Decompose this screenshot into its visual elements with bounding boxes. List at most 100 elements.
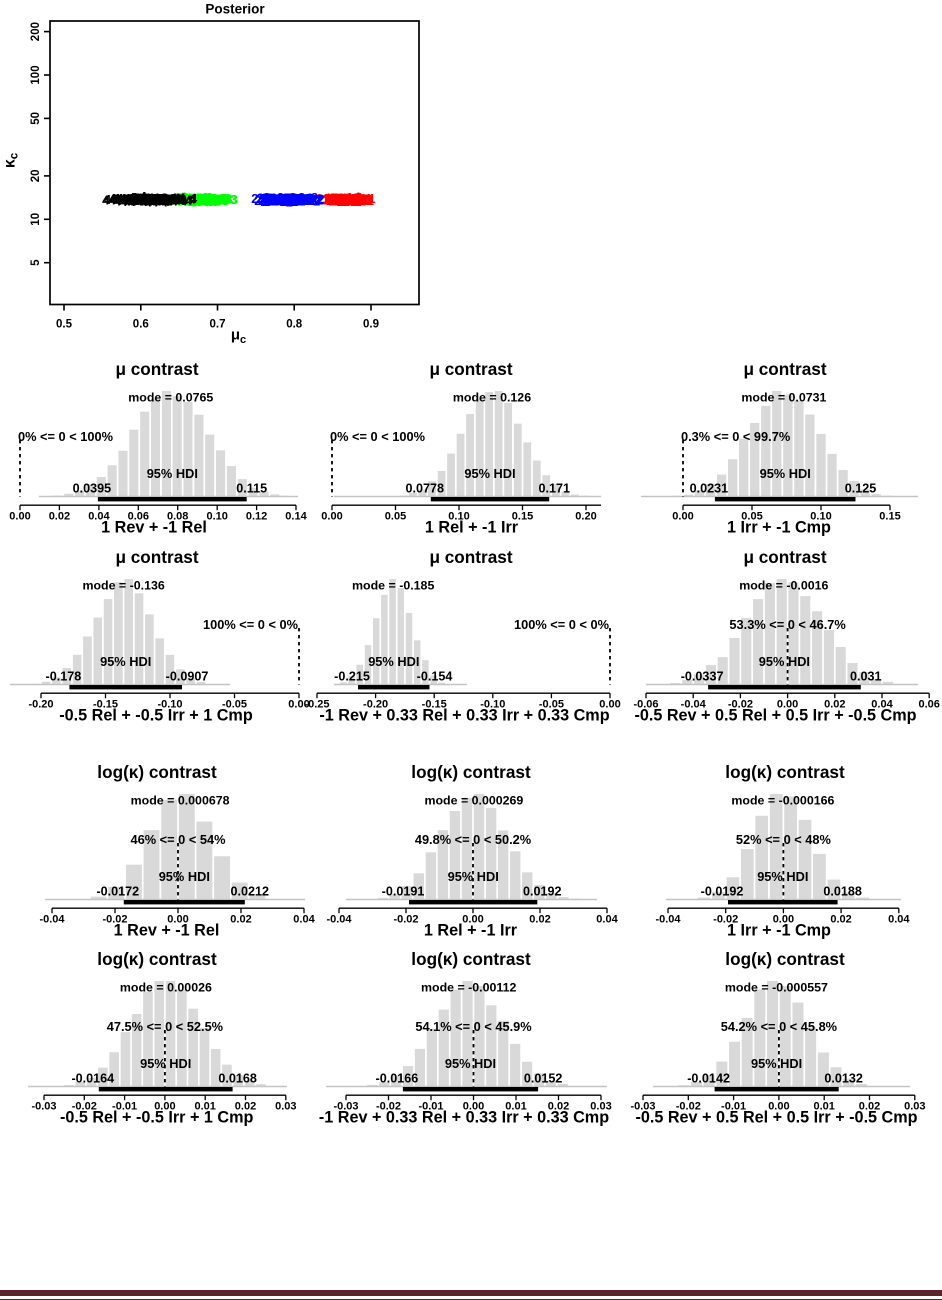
svg-text:3: 3 xyxy=(212,194,219,209)
svg-text:3: 3 xyxy=(190,192,197,207)
svg-text:1: 1 xyxy=(345,192,352,207)
svg-text:4: 4 xyxy=(123,193,131,208)
svg-text:1: 1 xyxy=(337,193,344,208)
svg-text:2: 2 xyxy=(270,191,277,206)
svg-text:3: 3 xyxy=(205,191,212,206)
svg-text:3: 3 xyxy=(191,191,198,206)
svg-text:1: 1 xyxy=(342,193,349,208)
svg-text:2: 2 xyxy=(292,192,299,207)
svg-text:4: 4 xyxy=(119,192,127,207)
svg-text:2: 2 xyxy=(306,192,313,207)
svg-text:2: 2 xyxy=(275,192,282,207)
svg-text:3: 3 xyxy=(203,192,210,207)
svg-text:1: 1 xyxy=(344,193,351,208)
svg-text:4: 4 xyxy=(137,192,145,207)
svg-text:3: 3 xyxy=(195,191,202,206)
svg-text:2: 2 xyxy=(263,192,270,207)
svg-text:3: 3 xyxy=(223,192,230,207)
svg-text:4: 4 xyxy=(152,193,160,208)
svg-text:3: 3 xyxy=(199,193,206,208)
svg-text:4: 4 xyxy=(132,191,140,206)
svg-text:2: 2 xyxy=(275,192,282,207)
svg-text:3: 3 xyxy=(211,192,218,207)
svg-text:1: 1 xyxy=(355,193,362,208)
svg-text:1: 1 xyxy=(340,191,347,206)
svg-text:1: 1 xyxy=(331,192,338,207)
svg-text:4: 4 xyxy=(149,191,157,206)
svg-text:2: 2 xyxy=(290,193,297,208)
svg-text:1: 1 xyxy=(332,192,339,207)
svg-text:4: 4 xyxy=(146,193,154,208)
svg-text:4: 4 xyxy=(140,191,148,206)
svg-text:3: 3 xyxy=(209,192,216,207)
svg-text:0.02: 0.02 xyxy=(830,914,851,926)
svg-text:2: 2 xyxy=(269,192,276,207)
svg-text:1: 1 xyxy=(333,190,340,205)
svg-text:3: 3 xyxy=(191,192,198,207)
svg-text:4: 4 xyxy=(139,190,147,205)
svg-text:4: 4 xyxy=(126,191,134,206)
svg-text:4: 4 xyxy=(157,192,165,207)
svg-text:2: 2 xyxy=(297,192,304,207)
svg-text:1: 1 xyxy=(343,192,350,207)
svg-text:3: 3 xyxy=(184,192,191,207)
svg-text:4: 4 xyxy=(145,193,153,208)
svg-text:2: 2 xyxy=(283,193,290,208)
svg-text:1: 1 xyxy=(339,191,346,206)
svg-text:3: 3 xyxy=(214,193,221,208)
svg-text:4: 4 xyxy=(163,193,171,208)
svg-text:1: 1 xyxy=(334,192,341,207)
svg-text:2: 2 xyxy=(291,193,298,208)
svg-text:3: 3 xyxy=(180,192,187,207)
svg-text:2: 2 xyxy=(310,192,317,207)
svg-text:2: 2 xyxy=(311,192,318,207)
svg-text:1: 1 xyxy=(336,192,343,207)
svg-text:2: 2 xyxy=(287,193,294,208)
svg-text:4: 4 xyxy=(171,192,179,207)
svg-text:1: 1 xyxy=(352,193,359,208)
svg-text:3: 3 xyxy=(199,191,206,206)
svg-text:4: 4 xyxy=(160,193,168,208)
svg-text:4: 4 xyxy=(174,192,182,207)
svg-text:3: 3 xyxy=(203,193,210,208)
svg-text:4: 4 xyxy=(156,193,164,208)
svg-text:4: 4 xyxy=(178,193,186,208)
svg-text:1: 1 xyxy=(344,193,351,208)
svg-text:2: 2 xyxy=(286,192,293,207)
svg-text:3: 3 xyxy=(207,192,214,207)
svg-text:2: 2 xyxy=(269,192,276,207)
svg-text:1: 1 xyxy=(328,193,335,208)
svg-text:4: 4 xyxy=(131,193,139,208)
svg-text:4: 4 xyxy=(132,192,140,207)
svg-text:4: 4 xyxy=(142,192,150,207)
svg-text:1: 1 xyxy=(351,193,358,208)
svg-text:2: 2 xyxy=(276,193,283,208)
svg-text:4: 4 xyxy=(148,192,156,207)
svg-text:4: 4 xyxy=(169,191,177,206)
svg-text:2: 2 xyxy=(306,191,313,206)
svg-text:1: 1 xyxy=(349,193,356,208)
svg-text:3: 3 xyxy=(217,193,224,208)
svg-text:1: 1 xyxy=(355,190,362,205)
svg-text:2: 2 xyxy=(284,191,291,206)
svg-text:3: 3 xyxy=(189,192,196,207)
svg-text:-0.06: -0.06 xyxy=(633,699,658,711)
svg-text:4: 4 xyxy=(166,192,174,207)
svg-text:2: 2 xyxy=(276,192,283,207)
svg-text:2: 2 xyxy=(267,192,274,207)
svg-text:2: 2 xyxy=(293,192,300,207)
svg-text:2: 2 xyxy=(294,192,301,207)
svg-text:4: 4 xyxy=(169,192,177,207)
svg-text:0.01: 0.01 xyxy=(505,1101,526,1113)
svg-text:0.031: 0.031 xyxy=(850,670,882,684)
svg-text:3: 3 xyxy=(200,192,207,207)
svg-text:4: 4 xyxy=(157,192,165,207)
svg-text:3: 3 xyxy=(202,192,209,207)
svg-text:3: 3 xyxy=(190,191,197,206)
svg-text:1: 1 xyxy=(337,193,344,208)
svg-text:3: 3 xyxy=(188,192,195,207)
svg-text:3: 3 xyxy=(173,191,180,206)
svg-text:2: 2 xyxy=(295,191,302,206)
svg-text:2: 2 xyxy=(285,193,292,208)
svg-text:3: 3 xyxy=(200,193,207,208)
